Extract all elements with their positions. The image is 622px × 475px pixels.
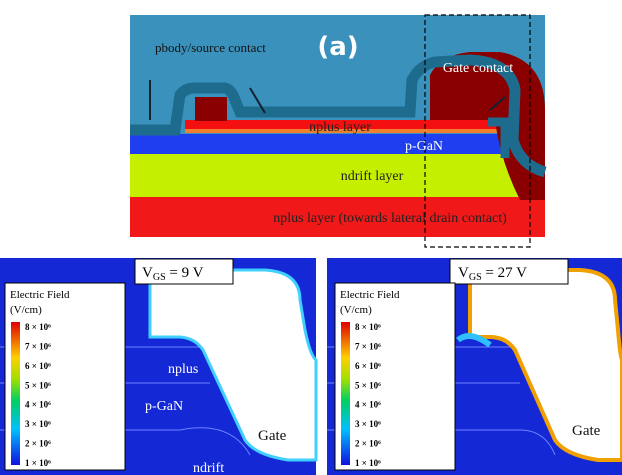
colorbar-tick-label: 6 × 10⁶ — [25, 361, 51, 371]
panel-a: (a) pbody/source contact Gate contact np… — [130, 15, 545, 247]
vgs-value: = 27 V — [482, 265, 527, 281]
region-label: Gate contact — [443, 61, 513, 76]
legend-title: Electric Field — [340, 289, 400, 301]
colorbar-tick-label: 3 × 10⁶ — [355, 419, 381, 429]
colorbar-tick-label: 5 × 10⁶ — [355, 380, 381, 390]
panel-label: (a) — [317, 32, 358, 62]
pgan-layer — [130, 134, 515, 154]
ndrift-layer — [130, 153, 545, 198]
vgs-symbol: V — [458, 265, 469, 281]
region-label: Gate — [258, 428, 287, 444]
colorbar — [11, 322, 20, 465]
vgs-label: VGS = 9 V — [142, 265, 204, 283]
region-label: ndrift layer — [341, 169, 404, 184]
region-label: ndrift — [193, 461, 224, 475]
vgs-value: = 9 V — [166, 265, 204, 281]
colorbar-tick-label: 7 × 10⁶ — [355, 341, 381, 351]
colorbar-tick-label: 2 × 10⁶ — [25, 439, 51, 449]
colorbar-tick-label: 1 × 10⁶ — [25, 458, 51, 468]
figure: (a) pbody/source contact Gate contact np… — [0, 0, 622, 475]
vgs-subscript: GS — [153, 272, 166, 283]
vgs-label: VGS = 27 V — [458, 265, 527, 283]
colorbar-tick-label: 1 × 10⁶ — [355, 458, 381, 468]
legend: Electric Field (V/cm) 8 × 10⁶ 7 × 10⁶ 6 × 10… — [5, 283, 125, 470]
region-label: Gate — [572, 423, 601, 439]
colorbar-tick-label: 8 × 10⁶ — [25, 322, 51, 332]
colorbar-tick-label: 7 × 10⁶ — [25, 341, 51, 351]
vgs-subscript: GS — [469, 272, 482, 283]
region-label: nplus — [168, 362, 198, 377]
colorbar-tick-label: 3 × 10⁶ — [25, 419, 51, 429]
colorbar-tick-label: 5 × 10⁶ — [25, 380, 51, 390]
legend-title: Electric Field — [10, 289, 70, 301]
colorbar — [341, 322, 350, 465]
colorbar-tick-label: 6 × 10⁶ — [355, 361, 381, 371]
panel-c: (c) VGS = 27 V Gate Electric Field (V/cm)… — [327, 258, 622, 475]
legend-unit: (V/cm) — [10, 304, 42, 316]
panel-b: (b) VGS = 9 V nplus p-GaN ndrift Gate El… — [0, 258, 316, 475]
source-metal — [195, 97, 227, 121]
colorbar-tick-label: 2 × 10⁶ — [355, 439, 381, 449]
region-label: nplus layer (towards lateral drain conta… — [273, 211, 507, 226]
colorbar-tick-label: 4 × 10⁶ — [25, 400, 51, 410]
colorbar-tick-label: 4 × 10⁶ — [355, 400, 381, 410]
region-label: p-GaN — [405, 139, 443, 154]
vgs-symbol: V — [142, 265, 153, 281]
legend: Electric Field (V/cm) 8 × 10⁶ 7 × 10⁶ 6 × 10… — [335, 283, 455, 470]
legend-unit: (V/cm) — [340, 304, 372, 316]
panel-label: (c) — [572, 307, 611, 337]
region-label: nplus layer — [309, 120, 371, 135]
panel-label: (b) — [251, 307, 293, 337]
region-label: pbody/source contact — [155, 40, 266, 55]
region-label: p-GaN — [145, 399, 183, 414]
colorbar-tick-label: 8 × 10⁶ — [355, 322, 381, 332]
